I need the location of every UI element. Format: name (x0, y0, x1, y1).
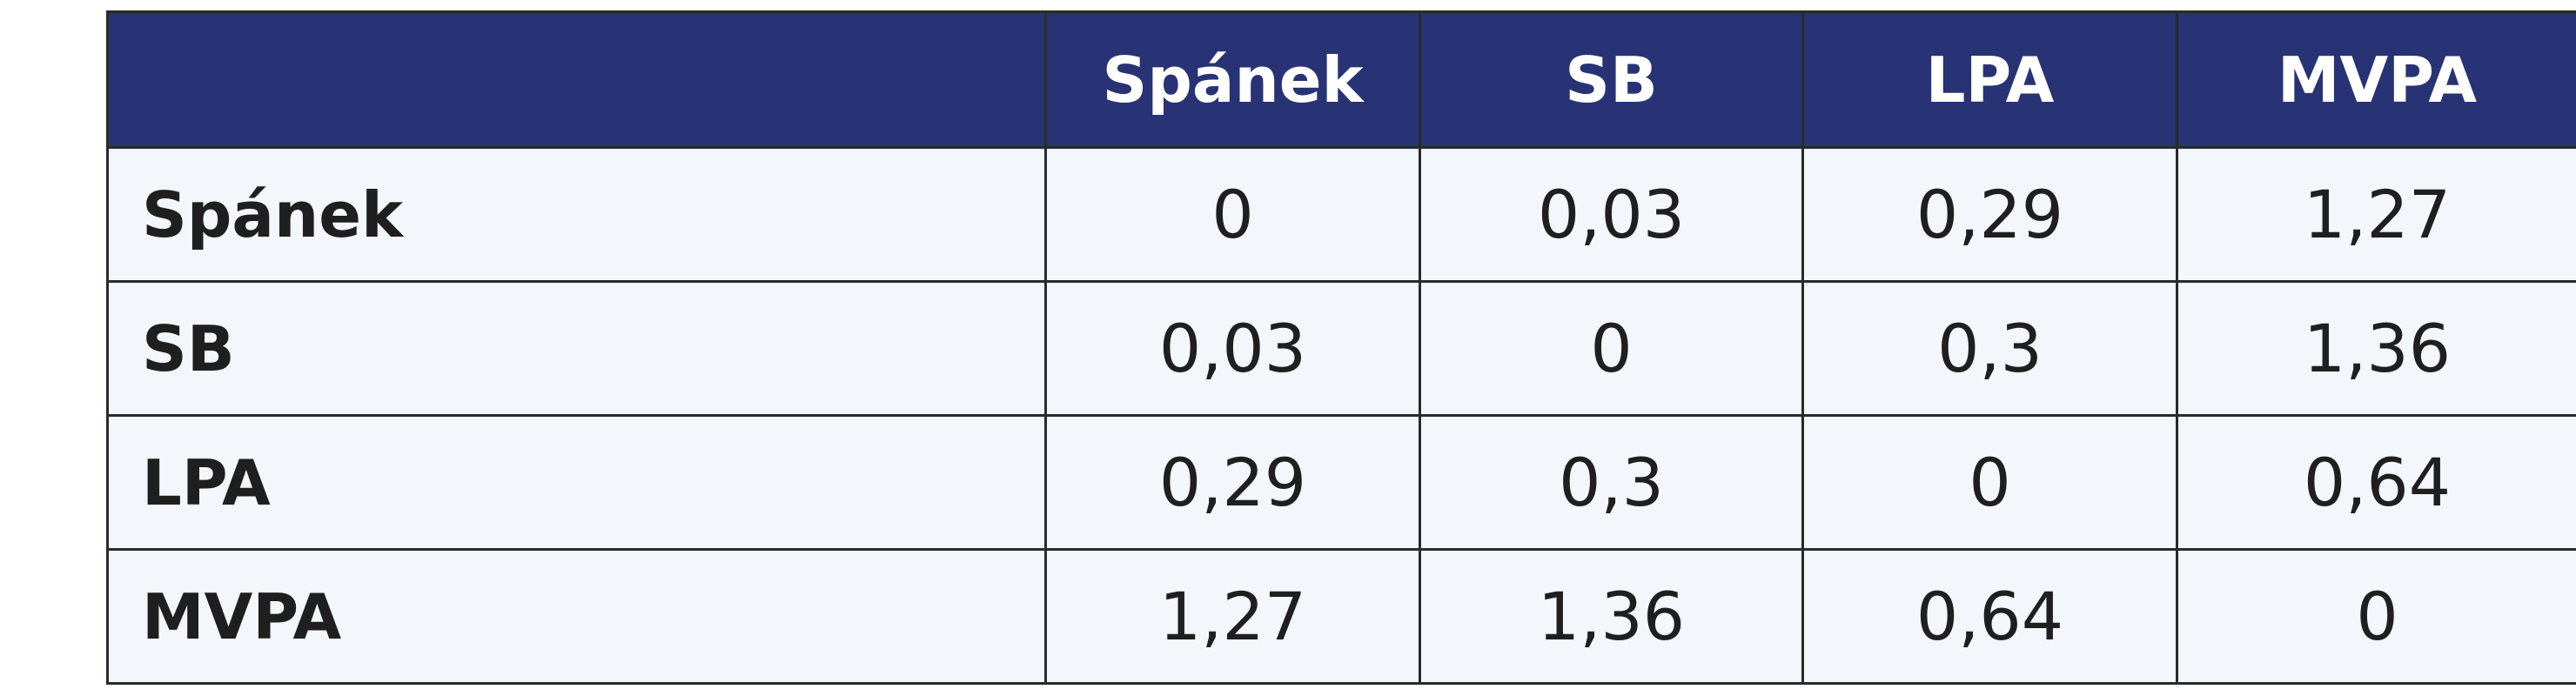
header-row: Spánek SB LPA MVPA (106, 10, 2576, 149)
row-label-sb: SB (106, 280, 1047, 417)
table-cell: 0,3 (1419, 414, 1804, 551)
table-cell: 0,64 (2176, 414, 2576, 551)
row-label-mvpa: MVPA (106, 548, 1047, 685)
column-header-sb: SB (1419, 10, 1804, 149)
table-cell: 1,27 (2176, 146, 2576, 283)
table-cell: 1,36 (1419, 548, 1804, 685)
distance-matrix-table: Spánek SB LPA MVPA Spánek 0 0,03 0,29 1,… (106, 10, 2576, 685)
table-cell: 0,3 (1801, 280, 2178, 417)
table-cell: 1,27 (1044, 548, 1421, 685)
table-row: MVPA 1,27 1,36 0,64 0 (106, 548, 2576, 685)
table-cell: 0 (2176, 548, 2576, 685)
table-cell: 0 (1419, 280, 1804, 417)
table-row: SB 0,03 0 0,3 1,36 (106, 280, 2576, 417)
table-row: LPA 0,29 0,3 0 0,64 (106, 414, 2576, 551)
corner-header (106, 10, 1047, 149)
table-row: Spánek 0 0,03 0,29 1,27 (106, 146, 2576, 283)
table-cell: 0,03 (1044, 280, 1421, 417)
row-label-spanek: Spánek (106, 146, 1047, 283)
table-cell: 0,29 (1044, 414, 1421, 551)
table-cell: 0 (1801, 414, 2178, 551)
table-cell: 1,36 (2176, 280, 2576, 417)
column-header-lpa: LPA (1801, 10, 2178, 149)
table-cell: 0,64 (1801, 548, 2178, 685)
column-header-spanek: Spánek (1044, 10, 1421, 149)
table-cell: 0,03 (1419, 146, 1804, 283)
column-header-mvpa: MVPA (2176, 10, 2576, 149)
table-cell: 0 (1044, 146, 1421, 283)
row-label-lpa: LPA (106, 414, 1047, 551)
table-cell: 0,29 (1801, 146, 2178, 283)
